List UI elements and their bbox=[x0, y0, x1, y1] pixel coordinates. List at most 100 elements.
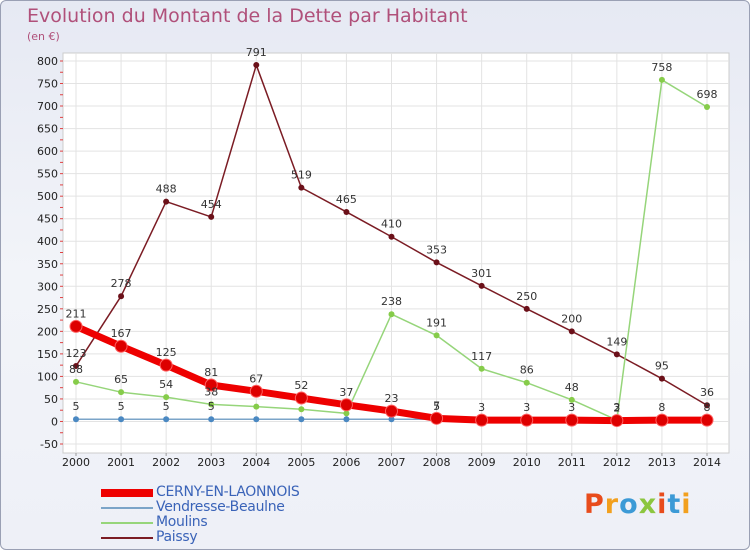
x-tick-label: 2008 bbox=[423, 456, 451, 469]
data-point bbox=[385, 404, 398, 418]
x-tick-label: 2003 bbox=[197, 456, 225, 469]
data-point bbox=[73, 416, 79, 423]
y-tick-label: 300 bbox=[37, 280, 58, 293]
data-label: 5 bbox=[118, 400, 125, 413]
legend-swatch bbox=[101, 507, 153, 509]
data-point bbox=[700, 413, 714, 427]
data-point bbox=[478, 365, 485, 372]
data-label: 3 bbox=[568, 401, 575, 414]
data-point bbox=[114, 339, 128, 353]
data-label: 38 bbox=[204, 385, 218, 398]
data-point bbox=[610, 414, 624, 428]
data-point bbox=[343, 410, 350, 417]
data-label: 86 bbox=[520, 364, 534, 377]
data-label: 36 bbox=[700, 386, 714, 399]
data-label: 191 bbox=[426, 316, 447, 329]
data-point bbox=[118, 293, 125, 300]
data-point bbox=[655, 413, 669, 427]
data-point bbox=[343, 416, 350, 423]
data-label: 200 bbox=[561, 312, 582, 325]
data-label: 791 bbox=[246, 46, 267, 59]
data-label: 8 bbox=[704, 401, 711, 414]
data-point bbox=[568, 396, 575, 403]
y-tick-label: 550 bbox=[37, 168, 58, 181]
data-label: 65 bbox=[114, 373, 128, 386]
y-tick-label: 200 bbox=[37, 325, 58, 338]
y-tick-label: 350 bbox=[37, 258, 58, 271]
x-tick-label: 2005 bbox=[287, 456, 315, 469]
y-tick-label: 250 bbox=[37, 303, 58, 316]
legend-swatch bbox=[101, 537, 153, 539]
legend-swatch bbox=[101, 522, 153, 524]
y-tick-label: 0 bbox=[51, 415, 58, 428]
data-point bbox=[704, 103, 710, 110]
data-point bbox=[658, 375, 665, 382]
proxiti-logo: Proxiti bbox=[584, 489, 692, 520]
y-tick-label: 650 bbox=[37, 123, 58, 136]
data-point bbox=[343, 208, 350, 215]
data-label: 117 bbox=[471, 350, 492, 363]
data-label: 3 bbox=[478, 401, 485, 414]
data-point bbox=[118, 389, 125, 396]
data-point bbox=[433, 259, 440, 266]
data-label: 37 bbox=[339, 386, 353, 399]
data-point bbox=[208, 416, 215, 423]
data-label: 698 bbox=[697, 88, 718, 101]
x-tick-label: 2006 bbox=[332, 456, 360, 469]
data-point bbox=[433, 332, 440, 339]
data-label: 81 bbox=[204, 366, 218, 379]
data-label: 3 bbox=[523, 401, 530, 414]
data-label: 52 bbox=[294, 379, 308, 392]
data-label: 88 bbox=[69, 363, 83, 376]
x-tick-label: 2012 bbox=[603, 456, 631, 469]
data-point bbox=[253, 416, 260, 423]
data-point bbox=[73, 378, 79, 385]
data-label: 123 bbox=[66, 347, 87, 360]
data-point bbox=[204, 378, 218, 392]
data-label: 465 bbox=[336, 193, 357, 206]
data-label: 5 bbox=[163, 400, 170, 413]
data-point bbox=[478, 282, 485, 289]
data-point bbox=[704, 402, 710, 409]
x-tick-label: 2011 bbox=[558, 456, 586, 469]
data-point bbox=[568, 328, 575, 335]
y-tick-label: 800 bbox=[37, 55, 58, 68]
data-label: 95 bbox=[655, 360, 669, 373]
data-label: 5 bbox=[73, 400, 80, 413]
data-point bbox=[249, 384, 263, 398]
data-point bbox=[163, 198, 170, 205]
data-label: 54 bbox=[159, 378, 173, 391]
data-label: 67 bbox=[249, 372, 263, 385]
data-point bbox=[388, 233, 395, 240]
x-tick-label: 2000 bbox=[62, 456, 90, 469]
data-label: 3 bbox=[613, 401, 620, 414]
y-tick-label: 400 bbox=[37, 235, 58, 248]
y-tick-label: 450 bbox=[37, 213, 58, 226]
legend-label: Moulins bbox=[156, 514, 208, 530]
x-tick-label: 2013 bbox=[648, 456, 676, 469]
data-point bbox=[298, 406, 305, 413]
data-point bbox=[475, 413, 489, 427]
data-point bbox=[159, 358, 173, 372]
data-label: 238 bbox=[381, 295, 402, 308]
legend-swatch bbox=[101, 489, 153, 497]
data-label: 5 bbox=[433, 400, 440, 413]
data-point bbox=[520, 413, 534, 427]
data-point bbox=[298, 184, 305, 191]
data-point bbox=[339, 398, 353, 412]
x-tick-label: 2007 bbox=[378, 456, 406, 469]
data-label: 2 bbox=[613, 402, 620, 415]
data-label: 7 bbox=[433, 399, 440, 412]
y-tick-label: 150 bbox=[37, 348, 58, 361]
data-point bbox=[163, 416, 170, 423]
plot-area bbox=[62, 52, 730, 454]
data-point bbox=[388, 416, 395, 423]
y-tick-label: 500 bbox=[37, 190, 58, 203]
data-point bbox=[253, 403, 260, 410]
data-label: 48 bbox=[565, 381, 579, 394]
data-label: 8 bbox=[658, 401, 665, 414]
chart-title: Evolution du Montant de la Dette par Hab… bbox=[27, 5, 468, 27]
data-label: 488 bbox=[156, 183, 177, 196]
